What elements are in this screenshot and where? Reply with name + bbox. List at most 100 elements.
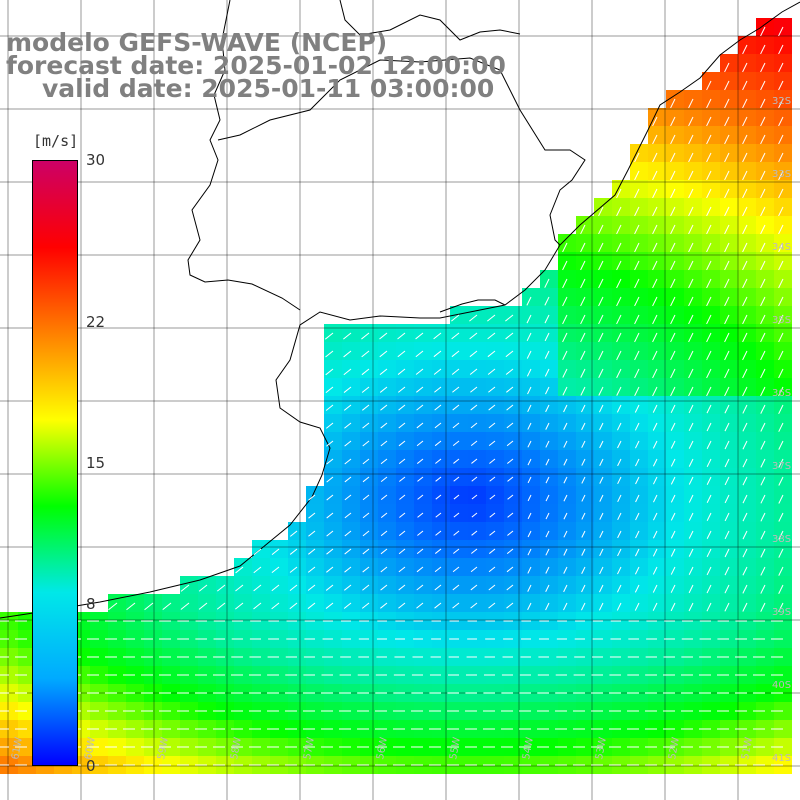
wind-arrow — [617, 440, 622, 449]
wind-arrow — [489, 494, 496, 500]
wind-arrow — [688, 584, 694, 594]
wind-arrow — [652, 422, 658, 431]
wind-arrow — [380, 458, 388, 465]
wind-arrow — [706, 368, 712, 379]
wind-arrow — [706, 566, 712, 576]
wind-arrow — [652, 350, 658, 361]
wind-arrow — [581, 548, 586, 556]
wind-arrow — [434, 602, 442, 609]
wind-arrow — [706, 170, 712, 181]
wind-arrow — [235, 584, 244, 592]
wind-arrow — [470, 404, 478, 411]
wind-arrow — [616, 332, 622, 343]
wind-arrow — [778, 80, 784, 91]
wind-arrow — [670, 566, 676, 575]
wind-arrow — [544, 368, 550, 377]
wind-arrow — [343, 404, 352, 411]
wind-arrow — [507, 494, 514, 500]
wind-arrow — [361, 602, 370, 609]
wind-arrow — [634, 422, 640, 431]
wind-arrow — [307, 566, 316, 573]
wind-arrow — [289, 548, 298, 555]
wind-arrow — [416, 584, 424, 591]
wind-arrow — [742, 422, 748, 432]
wind-arrow — [616, 278, 622, 289]
wind-arrow — [778, 350, 784, 361]
wind-arrow — [778, 170, 784, 181]
wind-arrow — [652, 332, 658, 343]
wind-arrow — [598, 206, 604, 217]
wind-arrow — [398, 602, 406, 609]
wind-arrow — [562, 260, 568, 271]
wind-arrow — [343, 350, 352, 358]
wind-arrow — [724, 206, 730, 217]
longitude-label: 51W — [740, 736, 755, 760]
wind-arrow — [580, 224, 586, 235]
wind-arrow — [634, 170, 640, 181]
wind-arrow — [778, 44, 784, 55]
wind-arrow — [670, 476, 676, 485]
wind-arrow — [670, 170, 676, 181]
wind-arrow — [616, 584, 622, 593]
wind-arrow — [289, 602, 298, 610]
wind-arrow — [398, 458, 406, 465]
wind-arrow — [724, 350, 730, 361]
wind-arrow — [471, 494, 478, 500]
wind-arrow — [415, 368, 424, 375]
wind-arrow — [470, 566, 478, 573]
wind-arrow — [635, 512, 640, 521]
wind-arrow — [308, 494, 316, 501]
wind-arrow — [688, 278, 694, 289]
longitude-label: 53W — [594, 736, 609, 760]
wind-arrow — [760, 584, 766, 594]
wind-arrow — [416, 404, 424, 411]
wind-arrow — [706, 386, 712, 397]
wind-arrow — [435, 494, 442, 500]
wind-arrow — [760, 368, 766, 379]
wind-arrow — [760, 296, 766, 307]
wind-arrow — [435, 530, 442, 536]
wind-arrow — [724, 566, 730, 576]
wind-arrow — [469, 350, 478, 358]
wind-arrow — [415, 350, 424, 358]
map-title-model: modelo GEFS-WAVE (NCEP) — [6, 28, 388, 57]
wind-arrow — [688, 494, 694, 503]
latitude-label: 36S — [772, 388, 791, 399]
map-title-forecast-date: forecast date: 2025-01-02 12:00:00 — [6, 51, 506, 80]
wind-arrow — [634, 224, 640, 235]
wind-arrow — [507, 512, 514, 518]
wind-arrow — [527, 566, 532, 574]
wind-arrow — [308, 512, 316, 519]
wind-arrow — [433, 332, 442, 340]
wind-arrow — [760, 404, 766, 414]
wind-arrow — [742, 98, 748, 109]
wind-arrow — [670, 350, 676, 361]
wind-arrow — [507, 458, 514, 464]
wind-arrow — [507, 530, 514, 536]
wind-arrow — [307, 602, 316, 610]
wind-arrow — [634, 584, 640, 593]
wind-arrow — [670, 368, 676, 379]
wind-arrow — [545, 458, 550, 466]
wind-arrow — [742, 44, 748, 55]
wind-arrow — [688, 188, 694, 199]
wind-arrow — [760, 494, 766, 504]
wind-arrow — [452, 602, 460, 609]
wind-arrow — [688, 134, 694, 145]
wind-arrow — [616, 602, 622, 611]
wind-arrow — [469, 332, 478, 340]
wind-arrow — [451, 368, 460, 375]
wind-arrow — [598, 368, 604, 378]
wind-arrow — [634, 350, 640, 361]
wind-arrow — [545, 548, 550, 556]
wind-arrow — [180, 602, 190, 610]
wind-arrow — [379, 332, 388, 340]
wind-arrow — [742, 530, 748, 540]
wind-arrow — [398, 404, 406, 411]
uruguay-border — [217, 57, 586, 246]
wind-arrow — [599, 494, 604, 502]
wind-arrow — [724, 332, 730, 343]
wind-arrow — [760, 242, 766, 253]
wind-arrow — [652, 134, 658, 145]
wind-arrow — [434, 404, 442, 411]
